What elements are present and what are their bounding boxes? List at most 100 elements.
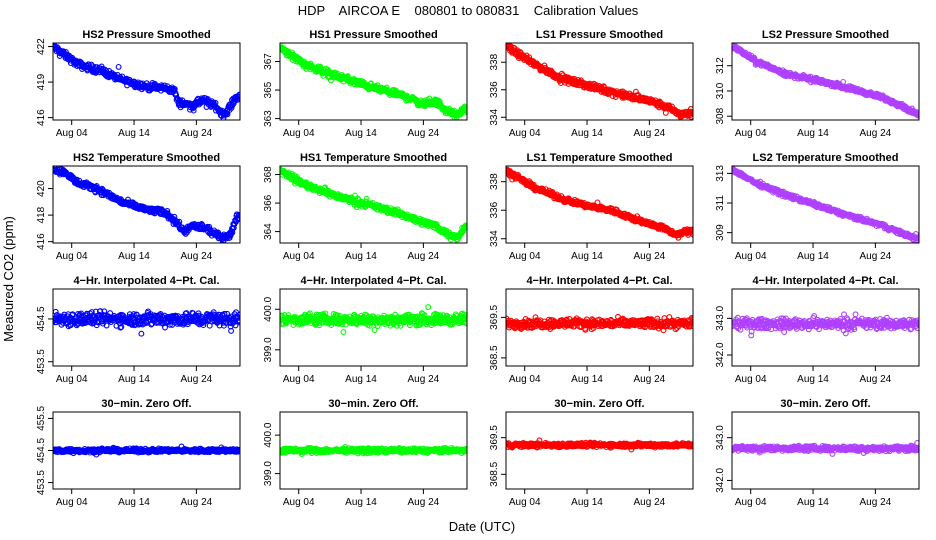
x-tick-label: Aug 14 — [797, 251, 829, 262]
data-point — [689, 229, 693, 236]
x-tick-label: Aug 14 — [571, 374, 603, 385]
data-point — [751, 324, 758, 331]
y-tick-label: 334 — [489, 230, 500, 247]
y-tick-label: 416 — [36, 233, 47, 250]
data-points — [732, 311, 919, 339]
data-point — [425, 304, 432, 311]
figure-title: HDP AIRCOA E 080801 to 080831 Calibratio… — [298, 3, 639, 18]
y-tick-label: 312 — [715, 57, 726, 74]
x-tick-label: Aug 24 — [181, 374, 213, 385]
panel-title: 4−Hr. Interpolated 4−Pt. Cal. — [526, 275, 672, 287]
data-points — [506, 43, 693, 120]
x-tick-label: Aug 04 — [56, 374, 88, 385]
plot-frame — [505, 42, 694, 121]
plot-frame — [731, 42, 920, 121]
y-tick-label: 454.5 — [36, 306, 47, 331]
x-tick-label: Aug 14 — [345, 251, 377, 262]
y-tick-label: 338 — [489, 173, 500, 190]
data-point — [352, 313, 358, 320]
y-tick-label: 367 — [263, 53, 274, 70]
data-point — [103, 322, 110, 329]
x-axis-label: Date (UTC) — [449, 519, 515, 534]
panel-title: LS2 Temperature Smoothed — [753, 152, 899, 164]
y-tick-label: 416 — [36, 109, 47, 126]
data-points — [732, 43, 919, 119]
x-tick-label: Aug 14 — [571, 251, 603, 262]
x-tick-label: Aug 24 — [408, 374, 440, 385]
data-point — [184, 321, 191, 328]
data-point — [654, 315, 661, 322]
data-point — [464, 107, 467, 114]
x-tick-label: Aug 24 — [181, 128, 213, 139]
y-tick-label: 365 — [263, 81, 274, 98]
data-point — [118, 324, 125, 330]
panel-title: HS1 Temperature Smoothed — [300, 152, 447, 164]
data-point — [190, 107, 197, 114]
plot-frame — [505, 288, 694, 367]
data-points — [280, 43, 467, 120]
x-tick-label: Aug 04 — [509, 251, 541, 262]
data-point — [228, 230, 235, 237]
data-point — [219, 241, 226, 243]
y-tick-label: 369.5 — [489, 304, 500, 329]
panel-title: LS1 Pressure Smoothed — [536, 29, 663, 41]
data-point — [662, 109, 669, 116]
y-tick-label: 368.5 — [489, 345, 500, 370]
y-axis-label: Measured CO2 (ppm) — [1, 216, 16, 342]
plot-frame — [52, 165, 241, 244]
data-point — [462, 316, 467, 322]
data-point — [237, 311, 240, 318]
x-tick-label: Aug 14 — [345, 374, 377, 385]
x-tick-label: Aug 14 — [118, 251, 150, 262]
y-tick-label: 418 — [36, 206, 47, 223]
data-point — [117, 324, 124, 331]
data-points — [280, 166, 467, 243]
panel-9: 4−Hr. Interpolated 4−Pt. Cal. Aug 04 Aug 1… — [36, 275, 241, 385]
y-tick-label: 313 — [715, 165, 726, 182]
data-point — [464, 224, 467, 231]
plot-frame — [52, 42, 241, 121]
panel-8: LS2 Temperature Smoothed Aug 04 Aug 14 Aug … — [715, 152, 920, 262]
y-tick-label: 311 — [715, 195, 726, 211]
data-point — [195, 310, 202, 317]
data-point — [176, 218, 183, 225]
x-tick-label: Aug 14 — [571, 128, 603, 139]
data-point — [97, 308, 104, 315]
data-point — [236, 312, 240, 318]
x-tick-label: Aug 24 — [860, 128, 892, 139]
data-point — [672, 326, 679, 333]
data-point — [462, 222, 467, 229]
panel-10: 4−Hr. Interpolated 4−Pt. Cal. Aug 04 Aug 1… — [263, 275, 468, 385]
data-points — [53, 308, 240, 337]
x-tick-label: Aug 14 — [118, 128, 150, 139]
data-point — [689, 316, 693, 322]
x-tick-label: Aug 04 — [283, 251, 315, 262]
plot-frame — [279, 288, 468, 367]
data-point — [138, 330, 145, 337]
y-tick-label: 453.5 — [36, 349, 47, 374]
panel-title: LS1 Temperature Smoothed — [527, 152, 673, 164]
x-tick-label: Aug 04 — [283, 374, 315, 385]
y-tick-label: 338 — [489, 53, 500, 70]
plot-frame — [731, 165, 920, 244]
x-tick-label: Aug 14 — [118, 374, 150, 385]
x-tick-label: Aug 04 — [735, 251, 767, 262]
y-tick-label: 334 — [489, 109, 500, 126]
x-tick-label: Aug 24 — [860, 251, 892, 262]
y-tick-label: 399.0 — [263, 337, 274, 362]
y-tick-label: 422 — [36, 38, 47, 55]
x-tick-label: Aug 14 — [797, 128, 829, 139]
data-point — [748, 328, 755, 335]
x-tick-label: Aug 24 — [181, 251, 213, 262]
data-point — [115, 63, 122, 70]
panel-title: 4−Hr. Interpolated 4−Pt. Cal. — [300, 275, 446, 287]
y-tick-label: 400.0 — [263, 296, 274, 321]
panel-title: 4−Hr. Interpolated 4−Pt. Cal. — [73, 275, 219, 287]
data-point — [210, 309, 217, 316]
data-point — [461, 319, 467, 325]
